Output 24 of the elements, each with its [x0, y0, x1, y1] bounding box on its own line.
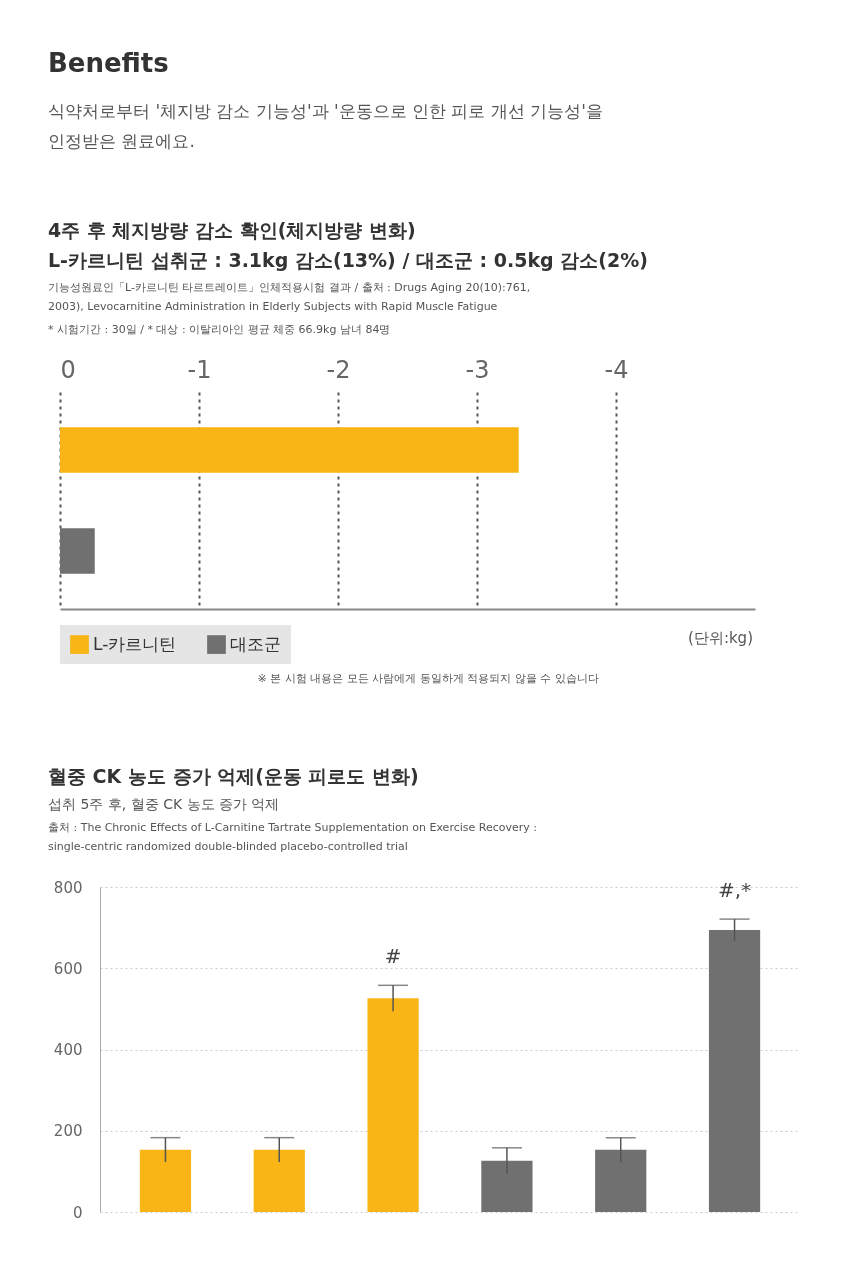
- legend-label: 대조군: [230, 633, 281, 654]
- chart-subtitle: 섭취 5주 후, 혈중 CK 농도 증가 억제: [48, 796, 281, 814]
- x-tick-label: -3: [465, 355, 490, 384]
- y-tick-label: 0: [72, 1203, 83, 1222]
- y-tick-label: 400: [53, 1041, 83, 1059]
- text: Benefits: [48, 48, 170, 78]
- y-tick-label: 600: [53, 959, 83, 978]
- text: * 시험기간 : 30일 / * 대상 : 이탈리아인 평균 체중 66.9kg 남녀 84명: [48, 322, 392, 338]
- legend-label: L-카르니틴: [93, 633, 177, 654]
- chart-subtitle: L-카르니틴 섭취군 : 3.1kg 감소(13%) / 대조군 : 0.5kg 감소(2%): [48, 248, 649, 273]
- x-axis-title: (단위:kg): [688, 629, 753, 647]
- data-label: #: [384, 944, 402, 969]
- text: 식약처로부터 '체지방 감소 기능성'과 '운동으로 인한 피로 개선 기능성'을 인정받은 원료에요.: [48, 100, 604, 153]
- y-tick-label: 200: [53, 1122, 83, 1141]
- source-note: 출처 : The Chronic Effects of L-Carnitine Tartrate Supplementation on Exercise Recovery : single-centric randomized double-blinded placebo-controlled trial: [48, 820, 538, 855]
- text: ※ 본 시험 내용은 모든 사람에게 동일하게 적용되지 않을 수 있습니다: [256, 671, 600, 686]
- data-label: #,*: [717, 878, 752, 903]
- x-tick-label: -2: [326, 355, 351, 384]
- x-tick-label: -1: [187, 355, 212, 384]
- y-tick-label: 800: [53, 878, 83, 897]
- text: 기능성원료인「L-카르니틴 타르트레이트」인체적용시험 결과 / 출처 : Drugs Aging 20(10):761, 2003), Levocarnitine Administration in Elderly Subjects with Rapid Muscle Fatigue: [48, 280, 532, 315]
- chart-title: 4주 후 체지방량 감소 확인(체지방량 변화): [48, 218, 417, 243]
- x-tick-label: -4: [604, 355, 629, 384]
- chart-title: 혈중 CK 농도 증가 억제(운동 피로도 변화): [48, 764, 420, 789]
